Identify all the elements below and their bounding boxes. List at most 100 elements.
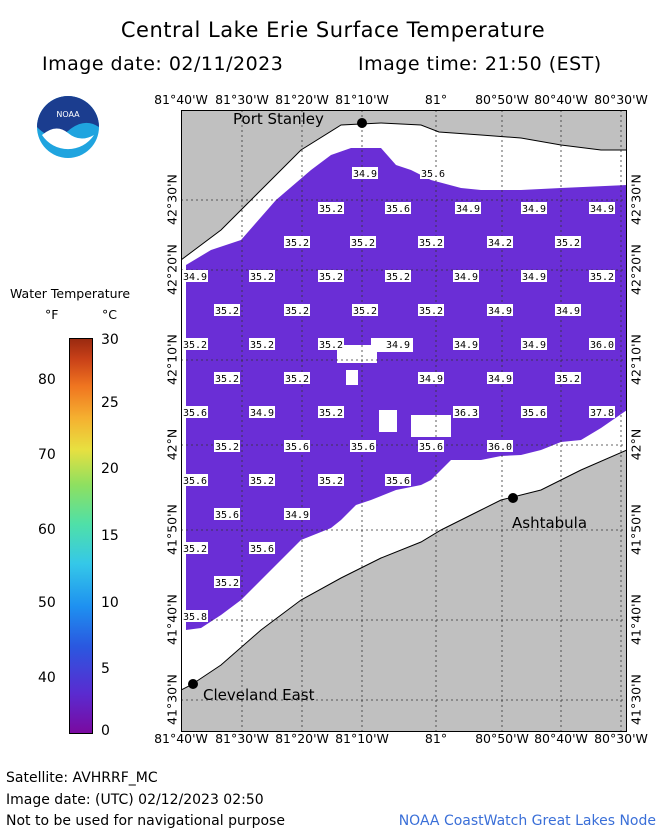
south-shoreline <box>180 449 628 691</box>
lat-label-left: 41°50'N <box>164 504 180 555</box>
temperature-reading: 35.6 <box>385 202 411 215</box>
legend-unit-c: °C <box>102 307 117 322</box>
north-shoreline <box>180 122 627 261</box>
temperature-reading: 35.2 <box>214 440 240 453</box>
temperature-reading: 35.2 <box>284 304 310 317</box>
temperature-label-bg <box>589 406 615 418</box>
temperature-value: 34.2 <box>488 238 512 249</box>
temperature-label-bg <box>284 236 310 248</box>
temperature-reading: 34.9 <box>418 372 444 385</box>
legend-unit-f: °F <box>45 307 59 322</box>
temperature-value: 34.9 <box>488 374 512 385</box>
temperature-value: 35.6 <box>386 204 410 215</box>
legend-f-tick: 80 <box>38 372 56 388</box>
temperature-reading: 35.2 <box>555 372 581 385</box>
temperature-value: 36.0 <box>590 340 614 351</box>
map-title: Central Lake Erie Surface Temperature <box>120 18 546 42</box>
temperature-label-bg <box>455 202 481 214</box>
temperature-label-bg <box>182 338 208 350</box>
port-stanley-label: Port Stanley <box>233 110 324 128</box>
temperature-reading: 34.9 <box>521 270 547 283</box>
temperature-label-bg <box>555 304 581 316</box>
lon-label-bottom: 81°40'W <box>154 731 208 746</box>
port-stanley-marker[interactable] <box>357 118 367 128</box>
ashtabula-label: Ashtabula <box>512 514 587 532</box>
lon-label-bottom: 81°30'W <box>215 731 269 746</box>
temperature-label-bg <box>182 406 208 418</box>
temperature-value: 35.6 <box>386 476 410 487</box>
temperature-reading: 35.2 <box>352 304 378 317</box>
temperature-value: 34.9 <box>419 374 443 385</box>
temperature-value: 34.9 <box>353 169 377 180</box>
temperature-labels: 34.9 35.6 35.2 35.6 34.9 34.9 34.9 35.2 35.2 35.2… <box>182 167 615 623</box>
color-scale-bar <box>69 338 93 734</box>
cleveland-east-label: Cleveland East <box>203 686 315 704</box>
temperature-label-bg <box>214 304 240 316</box>
temperature-label-bg <box>385 474 411 486</box>
credit-link[interactable]: NOAA CoastWatch Great Lakes Node <box>398 813 656 829</box>
cleveland-east-marker[interactable] <box>188 679 198 689</box>
temperature-reading: 35.6 <box>385 474 411 487</box>
temperature-value: 35.2 <box>183 340 207 351</box>
lat-label-right: 41°40'N <box>628 594 644 645</box>
temperature-reading: 34.9 <box>589 202 615 215</box>
temperature-reading: 34.9 <box>385 338 411 351</box>
temperature-value: 35.2 <box>285 306 309 317</box>
temperature-reading: 35.2 <box>555 236 581 249</box>
legend-c-tick: 10 <box>101 595 119 611</box>
temperature-label-bg <box>385 270 411 282</box>
temperature-value: 34.9 <box>522 272 546 283</box>
temperature-value: 35.2 <box>353 306 377 317</box>
temperature-label-bg <box>249 542 275 554</box>
temperature-value: 35.2 <box>351 238 375 249</box>
legend-f-tick: 70 <box>38 447 56 463</box>
noaa-logo-icon: NOAA <box>36 95 100 159</box>
lon-label-bottom: 81° <box>424 731 448 746</box>
temperature-label-bg <box>521 338 547 350</box>
temperature-reading: 34.9 <box>453 270 479 283</box>
temperature-label-bg <box>453 270 479 282</box>
temperature-reading: 35.2 <box>385 270 411 283</box>
temperature-label-bg <box>418 372 444 384</box>
temperature-reading: 35.6 <box>249 542 275 555</box>
temperature-value: 35.2 <box>419 306 443 317</box>
temperature-value: 35.2 <box>183 544 207 555</box>
image-date: Image date: 02/11/2023 <box>42 53 284 75</box>
lon-label-top: 80°40'W <box>534 92 588 107</box>
temperature-label-bg <box>487 440 513 452</box>
ashtabula-marker[interactable] <box>508 493 518 503</box>
temperature-value: 35.2 <box>319 476 343 487</box>
temperature-label-bg <box>418 236 444 248</box>
temperature-label-bg <box>182 474 208 486</box>
temperature-label-bg <box>214 372 240 384</box>
temperature-value: 35.2 <box>215 374 239 385</box>
lat-label-left: 42°30'N <box>164 174 180 225</box>
temperature-value: 36.3 <box>454 408 478 419</box>
lat-label-left: 41°40'N <box>164 594 180 645</box>
temperature-reading: 36.3 <box>453 406 479 419</box>
temperature-value: 34.9 <box>250 408 274 419</box>
temperature-value: 35.6 <box>421 169 445 180</box>
temperature-value: 35.2 <box>419 238 443 249</box>
temperature-reading: 34.9 <box>487 372 513 385</box>
disclaimer: Not to be used for navigational purpose <box>6 813 285 829</box>
temperature-label-bg <box>352 304 378 316</box>
temperature-label-bg <box>318 474 344 486</box>
temperature-reading: 36.0 <box>487 440 513 453</box>
temperature-reading: 36.0 <box>589 338 615 351</box>
temperature-label-bg <box>487 236 513 248</box>
temperature-reading: 35.6 <box>521 406 547 419</box>
lake-erie-map: 34.9 35.6 35.2 35.6 34.9 34.9 34.9 35.2 35.2 35.2… <box>180 110 628 732</box>
temperature-value: 35.2 <box>215 442 239 453</box>
temperature-reading: 34.9 <box>249 406 275 419</box>
temperature-value: 34.9 <box>522 204 546 215</box>
temperature-value: 35.6 <box>215 510 239 521</box>
temperature-reading: 34.9 <box>182 270 208 283</box>
lon-label-top: 80°50'W <box>475 92 529 107</box>
temperature-reading: 35.2 <box>249 474 275 487</box>
temperature-label-bg <box>318 270 344 282</box>
temperature-label-bg <box>589 270 615 282</box>
temperature-value: 35.6 <box>285 442 309 453</box>
lon-label-bottom: 80°50'W <box>475 731 529 746</box>
legend-c-tick: 20 <box>101 461 119 477</box>
